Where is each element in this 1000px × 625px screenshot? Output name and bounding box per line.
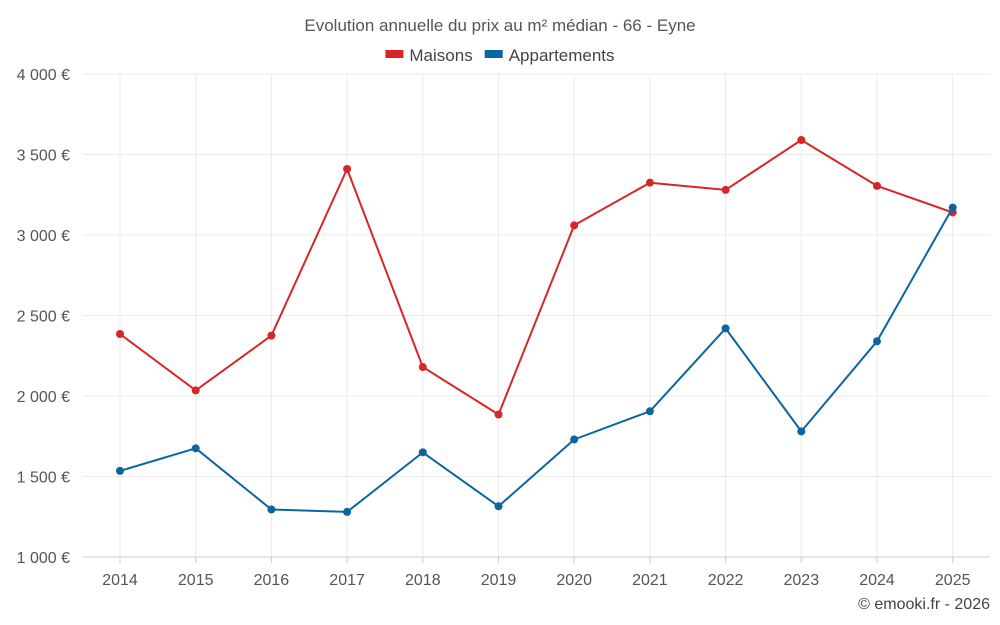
x-tick-label: 2016 <box>254 572 290 589</box>
data-point[interactable] <box>645 178 654 187</box>
x-tick-label: 2022 <box>708 572 744 589</box>
series-appartements <box>116 203 957 516</box>
series-layer <box>116 136 957 516</box>
data-point[interactable] <box>343 507 352 516</box>
chart-title: Evolution annuelle du prix au m² médian … <box>304 16 695 35</box>
data-point[interactable] <box>494 410 503 419</box>
data-point[interactable] <box>797 136 806 145</box>
x-tick-label: 2020 <box>556 572 592 589</box>
legend-item-appartements[interactable]: Appartements <box>484 46 615 65</box>
y-tick-label: 3 500 € <box>17 148 70 165</box>
x-tick-label: 2024 <box>859 572 895 589</box>
data-point[interactable] <box>116 466 124 475</box>
y-tick-label: 1 500 € <box>17 470 70 487</box>
data-point[interactable] <box>570 221 579 230</box>
legend-label: Appartements <box>509 46 615 65</box>
data-point[interactable] <box>418 448 427 457</box>
data-point[interactable] <box>116 330 124 339</box>
x-tick-label: 2023 <box>784 572 820 589</box>
y-tick-label: 4 000 € <box>17 67 70 84</box>
data-point[interactable] <box>721 185 730 194</box>
data-point[interactable] <box>418 363 427 372</box>
data-point[interactable] <box>797 427 806 436</box>
data-point[interactable] <box>267 505 276 514</box>
data-point[interactable] <box>948 203 957 212</box>
data-point[interactable] <box>343 164 352 173</box>
legend[interactable]: Maisons Appartements <box>385 46 615 65</box>
x-tick-label: 2015 <box>178 572 214 589</box>
series-line <box>119 139 954 416</box>
y-tick-label: 1 000 € <box>17 550 70 567</box>
y-tick-label: 3 000 € <box>17 228 70 245</box>
data-point[interactable] <box>721 324 730 333</box>
x-tick-label: 2025 <box>935 572 971 589</box>
data-point[interactable] <box>267 331 276 340</box>
x-tick-label: 2014 <box>102 572 138 589</box>
x-tick-label: 2019 <box>481 572 517 589</box>
data-point[interactable] <box>494 502 503 511</box>
x-tick-label: 2018 <box>405 572 441 589</box>
y-tick-label: 2 500 € <box>17 309 70 326</box>
series-line <box>119 207 954 513</box>
data-point[interactable] <box>191 444 200 453</box>
data-point[interactable] <box>873 181 881 190</box>
y-tick-label: 2 000 € <box>17 389 70 406</box>
x-tick-label: 2021 <box>632 572 668 589</box>
legend-swatch <box>385 50 404 58</box>
data-point[interactable] <box>873 337 881 346</box>
legend-label: Maisons <box>409 46 472 65</box>
legend-swatch <box>484 50 503 58</box>
x-tick-label: 2017 <box>329 572 365 589</box>
data-point[interactable] <box>570 435 579 444</box>
grid <box>83 73 990 557</box>
axes: 1 000 € 1 500 € 2 000 € 2 500 € 3 000 € 3 500… <box>17 67 990 589</box>
series-maisons <box>116 136 957 419</box>
data-point[interactable] <box>645 407 654 416</box>
legend-item-maisons[interactable]: Maisons <box>385 46 473 65</box>
data-point[interactable] <box>191 386 200 395</box>
credit-text: © emooki.fr - 2026 <box>858 596 990 613</box>
